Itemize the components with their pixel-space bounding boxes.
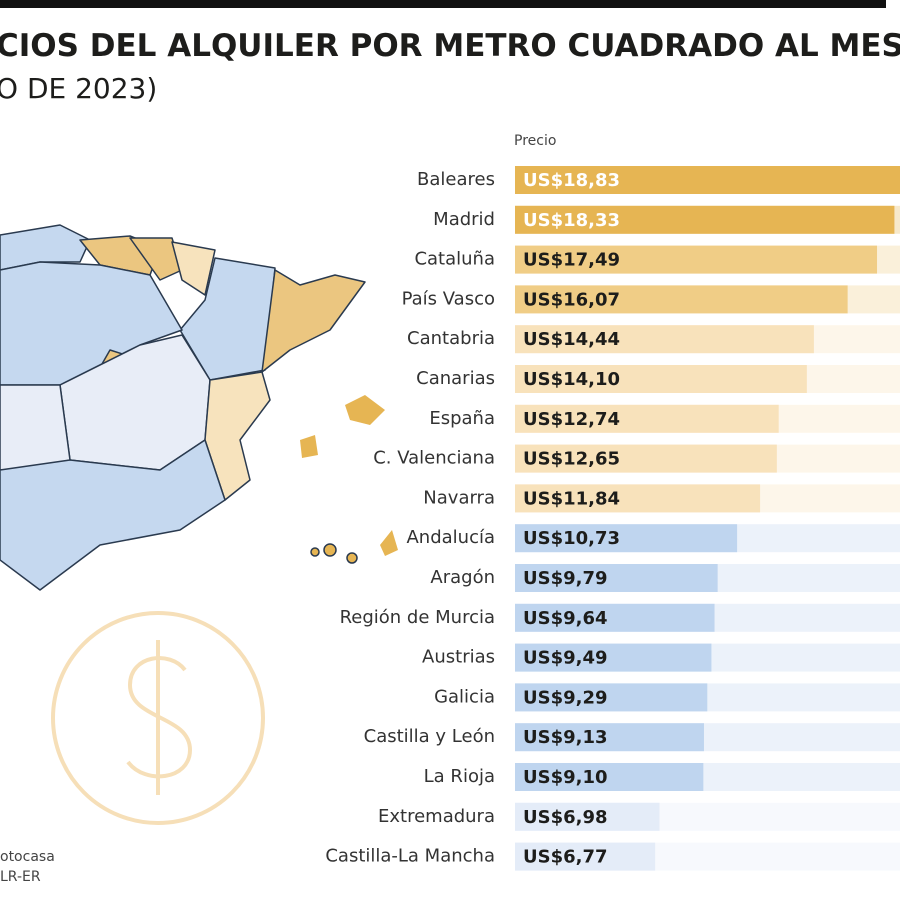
category-label: Región de Murcia [340, 607, 495, 628]
chart-title: CIOS DEL ALQUILER POR METRO CUADRADO AL … [0, 28, 900, 64]
category-label: Baleares [417, 169, 495, 190]
bar [515, 484, 761, 513]
bar [515, 802, 660, 831]
bar [515, 603, 715, 632]
value-label: US$12,74 [523, 409, 620, 430]
bar [515, 285, 848, 314]
bar [515, 763, 704, 791]
bar [515, 205, 895, 234]
bar [515, 524, 738, 553]
map [0, 224, 398, 591]
category-label: C. Valenciana [373, 448, 495, 469]
axis-label: Precio [514, 133, 556, 149]
bar [515, 166, 900, 194]
bar [515, 365, 807, 393]
bar [515, 683, 708, 712]
value-label: US$12,65 [523, 449, 620, 470]
bar [515, 564, 718, 592]
value-label: US$17,49 [523, 250, 620, 271]
value-label: US$18,33 [523, 210, 620, 231]
value-label: US$6,77 [523, 847, 608, 868]
source: LR-ER [0, 869, 41, 885]
bar [515, 245, 878, 274]
bar [515, 444, 777, 473]
category-label: Austrias [422, 647, 495, 668]
value-label: US$9,64 [523, 608, 608, 629]
category-label: Cataluña [414, 249, 495, 270]
category-label: Canarias [416, 368, 495, 389]
category-label: La Rioja [424, 766, 495, 787]
value-label: US$9,29 [523, 687, 608, 708]
category-label: Castilla y León [364, 726, 495, 747]
category-label: País Vasco [402, 288, 495, 309]
category-label: España [429, 408, 495, 429]
dollar-icon [51, 611, 265, 825]
category-label: Galicia [434, 686, 495, 707]
bar [515, 643, 712, 672]
bar [515, 723, 704, 752]
value-label: US$9,79 [523, 568, 608, 589]
top-rule [0, 0, 886, 8]
value-label: US$18,83 [523, 170, 620, 191]
bar [515, 842, 656, 871]
value-label: US$6,98 [523, 807, 608, 828]
category-label: Aragón [430, 567, 495, 588]
category-label: Andalucía [406, 527, 495, 548]
bar [515, 325, 814, 354]
chart-subtitle: O DE 2023) [0, 72, 157, 105]
value-label: US$9,13 [523, 727, 608, 748]
category-label: Navarra [423, 487, 495, 508]
value-label: US$9,10 [523, 767, 608, 788]
value-label: US$16,07 [523, 289, 620, 310]
category-label: Extremadura [378, 806, 495, 827]
source: otocasa [0, 849, 55, 865]
value-label: US$9,49 [523, 648, 608, 669]
category-label: Cantabria [407, 328, 495, 349]
value-label: US$14,10 [523, 369, 620, 390]
value-label: US$10,73 [523, 528, 620, 549]
category-label: Madrid [433, 209, 495, 230]
value-label: US$11,84 [523, 488, 620, 509]
category-label: Castilla-La Mancha [325, 846, 495, 867]
bar [515, 404, 779, 433]
value-label: US$14,44 [523, 329, 620, 350]
